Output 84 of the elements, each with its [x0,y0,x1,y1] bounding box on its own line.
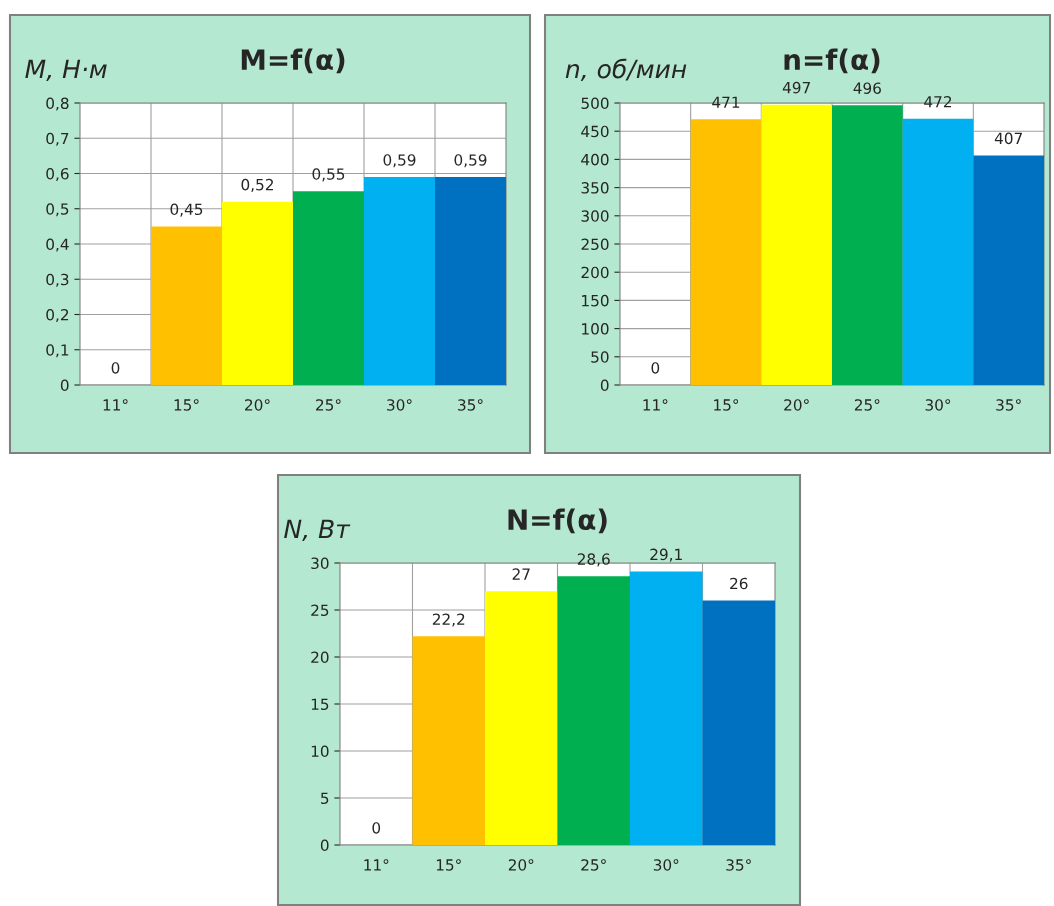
y-tick-label: 150 [582,294,609,307]
x-tick-label: 11° [643,399,668,411]
bar [412,636,485,845]
bar [832,105,903,385]
x-tick-label: 11° [364,859,389,871]
x-tick-label: 25° [316,399,341,411]
bar [973,155,1044,385]
x-tick-label: 35° [726,859,751,871]
y-tick-label: 5 [321,792,329,805]
bar [630,571,703,845]
chart-title: M=f(α) [241,48,345,74]
y-tick-label: 250 [581,238,609,251]
data-label: 0,59 [454,154,487,168]
data-label: 0,59 [383,154,416,168]
y-axis-title: M, Н·м [25,59,107,81]
x-tick-label: 30° [653,859,679,871]
x-tick-label: 25° [581,859,606,871]
data-label: 28,6 [577,553,610,567]
bar [293,191,364,385]
y-tick-label: 500 [581,97,609,110]
bar [557,576,630,845]
y-tick-label: 0,7 [46,132,69,146]
x-tick-label: 35° [996,399,1021,411]
bar [761,104,832,385]
y-tick-label: 0,6 [46,167,69,182]
y-tick-label: 0,3 [46,273,69,287]
y-tick-label: 0 [600,379,609,392]
chart-title: N=f(α) [508,508,607,534]
y-tick-label: 0 [320,839,329,852]
y-tick-label: 300 [581,210,609,222]
y-tick-label: 0,8 [46,97,69,111]
data-label: 29,1 [650,548,682,562]
x-tick-label: 20° [245,399,270,411]
y-tick-label: 20 [311,651,329,664]
bar [690,119,762,385]
x-tick-label: 15° [174,399,199,411]
bar [702,600,775,845]
bar [222,201,293,385]
x-tick-label: 15° [436,859,461,871]
data-label: 0 [372,822,381,834]
y-tick-label: 100 [582,323,609,335]
x-tick-label: 25° [854,399,880,411]
x-tick-label: 20° [508,859,534,871]
x-tick-label: 20° [784,399,809,411]
x-tick-label: 15° [714,399,739,411]
data-label: 471 [712,96,740,108]
data-label: 472 [924,95,952,108]
data-label: 0,45 [170,203,203,217]
data-label: 497 [782,81,810,94]
y-tick-label: 450 [581,125,609,138]
y-tick-label: 0,4 [46,238,69,252]
y-tick-label: 30 [311,557,329,570]
x-tick-label: 11° [103,399,128,411]
y-tick-label: 0,5 [46,203,69,217]
data-label: 496 [853,82,881,94]
data-label: 22,2 [432,613,465,627]
y-tick-label: 10 [311,745,329,758]
y-tick-label: 400 [581,153,609,166]
y-tick-label: 0,2 [46,308,69,323]
y-tick-label: 200 [581,266,609,279]
y-axis-title: n, об/мин [565,58,687,81]
y-tick-label: 15 [311,698,329,711]
bar [151,226,222,385]
y-axis-title: N, Вт [284,519,351,541]
x-tick-label: 30° [925,399,951,411]
chart-title: n=f(α) [784,48,880,74]
y-tick-label: 350 [581,182,609,194]
data-label: 0,55 [312,168,345,182]
y-tick-label: 25 [311,604,329,617]
bar [435,177,506,385]
data-label: 0,52 [241,178,273,192]
y-tick-label: 0 [60,379,69,392]
bar [364,177,435,385]
data-label: 26 [730,577,748,590]
data-label: 0 [111,362,120,374]
x-tick-label: 35° [458,399,483,411]
bar [902,118,974,385]
y-tick-label: 50 [591,351,609,363]
data-label: 407 [994,132,1022,145]
y-tick-label: 0,1 [46,344,69,358]
bar [485,591,558,845]
x-tick-label: 30° [387,399,412,411]
data-label: 27 [512,568,530,580]
data-label: 0 [651,362,660,374]
